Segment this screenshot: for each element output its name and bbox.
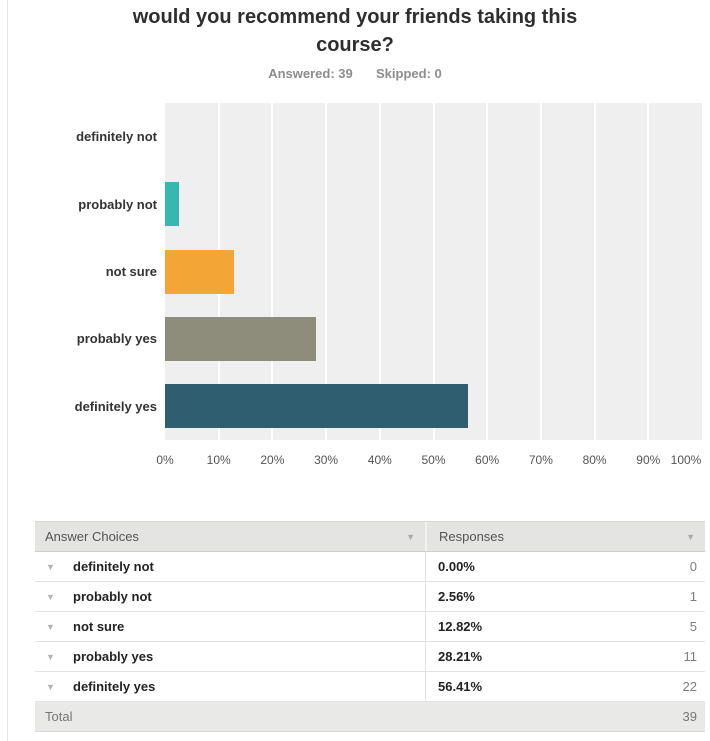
gridline	[486, 103, 489, 440]
skipped-value: 0	[434, 66, 442, 81]
x-tick-100pct: 100%	[670, 453, 702, 467]
x-tick-60pct: 60%	[475, 453, 500, 467]
bar-probably-yes	[165, 316, 317, 361]
table-row-probably-not: ▼ probably not 2.56% 1	[35, 582, 705, 612]
category-label-definitely-yes: definitely yes	[74, 398, 157, 414]
answer-choice-text: definitely yes	[73, 679, 156, 694]
table-row-probably-yes: ▼ probably yes 28.21% 11	[35, 642, 705, 672]
plot-area	[165, 103, 702, 440]
response-count: 1	[689, 589, 697, 604]
x-tick-90pct: 90%	[636, 453, 661, 467]
answer-choice-cell: ▼ probably not	[35, 582, 425, 611]
response-count: 0	[689, 559, 697, 574]
sort-responses-icon[interactable]: ▼	[686, 531, 695, 542]
answer-choice-cell: ▼ probably yes	[35, 642, 425, 671]
category-label-not-sure: not sure	[105, 263, 157, 279]
gridline	[647, 103, 650, 440]
responses-cell: 12.82% 5	[425, 612, 705, 641]
row-expand-icon[interactable]: ▼	[46, 651, 55, 662]
gridline	[539, 103, 542, 440]
answer-choice-text: probably not	[73, 589, 152, 604]
total-value: 39	[682, 709, 697, 724]
responses-cell: 0.00% 0	[425, 552, 705, 581]
row-expand-icon[interactable]: ▼	[46, 681, 55, 692]
x-tick-40pct: 40%	[367, 453, 392, 467]
gridline	[432, 103, 435, 440]
panel-left-border	[7, 0, 8, 741]
x-tick-30pct: 30%	[314, 453, 339, 467]
question-title: would you recommend your friends taking …	[132, 6, 578, 56]
category-label-probably-not: probably not	[78, 196, 157, 212]
response-percent: 12.82%	[438, 619, 483, 634]
bar-probably-not	[165, 182, 179, 227]
gridline	[378, 103, 381, 440]
answer-choice-cell: ▼ definitely not	[35, 552, 425, 581]
y-axis-labels: definitely not probably not not sure probab…	[0, 103, 157, 440]
responses-cell: 2.56% 1	[425, 582, 705, 611]
table-row-definitely-not: ▼ definitely not 0.00% 0	[35, 552, 705, 582]
table-row-not-sure: ▼ not sure 12.82% 5	[35, 612, 705, 642]
answered-value: 39	[338, 66, 353, 81]
x-tick-70pct: 70%	[528, 453, 553, 467]
x-tick-80pct: 80%	[582, 453, 607, 467]
answer-choice-text: probably yes	[73, 649, 154, 664]
x-tick-20pct: 20%	[260, 453, 285, 467]
table-header-row: Answer Choices ▼ Responses ▼	[35, 521, 705, 552]
response-percent: 2.56%	[438, 589, 475, 604]
answer-choice-text: definitely not	[73, 559, 154, 574]
bar-not-sure	[165, 249, 234, 294]
response-stats: Answered: 39 Skipped: 0	[0, 66, 710, 81]
row-expand-icon[interactable]: ▼	[46, 561, 55, 572]
sort-answer-choices-icon[interactable]: ▼	[406, 531, 415, 542]
column-header-answer-choices[interactable]: Answer Choices ▼	[35, 522, 425, 551]
answer-choice-text: not sure	[73, 619, 125, 634]
responses-header-label: Responses	[439, 529, 505, 544]
gridline	[593, 103, 596, 440]
table-row-definitely-yes: ▼ definitely yes 56.41% 22	[35, 672, 705, 702]
x-axis-labels: 0% 10% 20% 30% 40% 50% 60% 70% 80% 90% 100%	[156, 453, 702, 469]
results-table: Answer Choices ▼ Responses ▼ ▼ definitely…	[35, 521, 705, 732]
row-expand-icon[interactable]: ▼	[46, 591, 55, 602]
response-count: 11	[683, 649, 698, 664]
row-expand-icon[interactable]: ▼	[46, 621, 55, 632]
skipped-label: Skipped:	[376, 66, 431, 81]
x-tick-10pct: 10%	[206, 453, 231, 467]
x-tick-0pct: 0%	[156, 453, 174, 467]
bar-definitely-yes	[165, 384, 468, 429]
response-percent: 0.00%	[438, 559, 475, 574]
total-label: Total	[45, 709, 73, 724]
answered-label: Answered:	[268, 66, 335, 81]
responses-cell: 56.41% 22	[425, 672, 705, 701]
response-percent: 56.41%	[438, 679, 483, 694]
answer-choice-cell: ▼ definitely yes	[35, 672, 425, 701]
x-tick-50pct: 50%	[421, 453, 446, 467]
responses-cell: 28.21% 11	[425, 642, 705, 671]
gridline	[325, 103, 328, 440]
answer-choice-cell: ▼ not sure	[35, 612, 425, 641]
response-percent: 28.21%	[438, 649, 483, 664]
table-body: ▼ definitely not 0.00% 0 ▼ probably not 2.56% 1…	[35, 552, 705, 702]
response-count: 22	[682, 679, 697, 694]
gridline	[271, 103, 274, 440]
category-label-definitely-not: definitely not	[76, 129, 157, 145]
response-count: 5	[689, 619, 697, 634]
answer-choices-header-label: Answer Choices	[45, 529, 139, 544]
category-label-probably-yes: probably yes	[76, 331, 157, 347]
table-total-row: Total 39	[35, 702, 705, 732]
column-header-responses[interactable]: Responses ▼	[425, 522, 705, 551]
